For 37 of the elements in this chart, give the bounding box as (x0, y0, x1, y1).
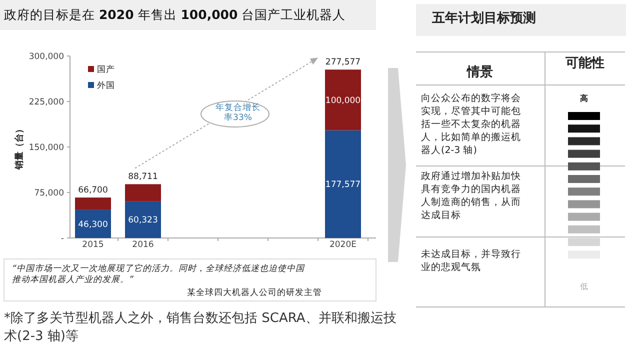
data-label: 60,323 (128, 216, 158, 226)
legend-label: 外国 (97, 80, 115, 91)
y-tick-label: 225,000 (28, 98, 64, 108)
bar (75, 210, 111, 238)
x-tick-label: 2016 (132, 240, 154, 250)
x-tick-label: 2015 (82, 240, 104, 250)
bar (75, 198, 111, 210)
chart-title: 政府的目标是在 2020 年售出 100,000 台国产工业机器人 (4, 7, 346, 22)
y-axis-title: 销量（台） (14, 124, 25, 170)
y-tick-label: 75,000 (34, 188, 64, 198)
text: 低 (580, 282, 588, 291)
text: 政府通过增加补贴加快具有竞争力的国内机器人制造商的销售，从而达成目标 (421, 170, 521, 221)
text: 向公众公布的数字将会实现，尽管其中可能包括一些不太复杂的机器人，比如简单的搬运机器人(2-3 轴) (421, 92, 521, 156)
data-label: 177,577 (325, 180, 361, 190)
text: 五年计划目标预测 (431, 11, 536, 26)
bar (325, 130, 361, 238)
text: 未达成目标，并导致行业的悲观气氛 (421, 248, 521, 273)
bar (325, 70, 361, 130)
total-label: 66,700 (78, 186, 108, 196)
text: 可能性 (564, 55, 604, 71)
total-label: 277,577 (325, 58, 361, 68)
text: 高 (580, 93, 588, 103)
annotation: 年复合增长率33% (216, 102, 260, 123)
data-label: 100,000 (325, 96, 361, 106)
total-label: 88,711 (128, 172, 158, 182)
y-tick-label: - (60, 234, 64, 244)
legend-label: 国产 (97, 64, 115, 75)
x-tick-label: 2020E (329, 240, 357, 250)
bar (125, 184, 161, 202)
text: 某全球四大机器人公司的研发主管 (187, 287, 322, 298)
text: 情景 (466, 65, 493, 80)
data-label: 46,300 (78, 220, 108, 230)
bar (125, 201, 161, 238)
y-tick-label: 150,000 (28, 143, 64, 153)
text: “中国市场一次又一次地展现了它的活力。同时，全球经济低迷也迫使中国推动本国机器人产业的发展。” (12, 263, 306, 285)
y-tick-label: 300,000 (28, 52, 64, 62)
text: *除了多关节型机器人之外，销售台数还包括 SCARA、并联和搬运技术(2-3 轴)等 (4, 311, 396, 344)
